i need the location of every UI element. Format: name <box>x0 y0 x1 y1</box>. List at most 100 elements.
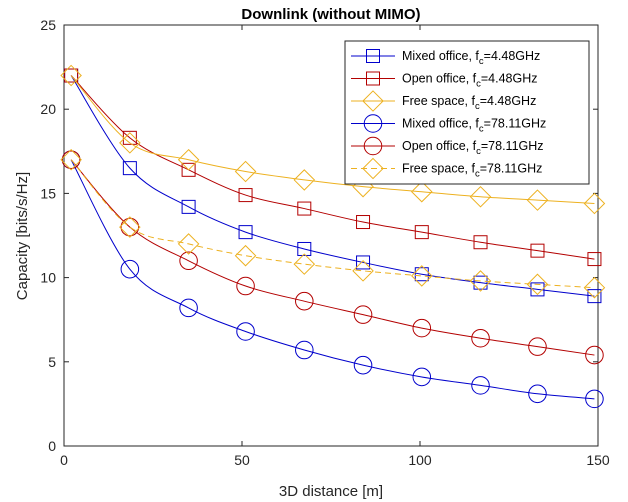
legend-marker <box>366 49 380 63</box>
data-point <box>528 384 547 404</box>
data-point <box>181 162 196 177</box>
data-point <box>585 345 604 365</box>
data-point <box>120 259 140 279</box>
series-0 <box>64 68 602 304</box>
legend-marker <box>366 71 380 86</box>
data-point <box>297 201 312 216</box>
data-point <box>234 244 257 267</box>
series-line <box>70 159 595 356</box>
legend-label: Free space, fc=78.11GHz <box>402 162 542 180</box>
data-point <box>587 252 602 267</box>
data-point <box>530 282 545 297</box>
series-5 <box>60 148 606 299</box>
data-point <box>530 243 545 258</box>
data-point <box>120 217 140 237</box>
legend-entry: Mixed office, fc=78.11GHz <box>351 114 546 135</box>
chart-title: Downlink (without MIMO) <box>241 6 420 23</box>
data-point <box>356 255 371 270</box>
data-point <box>293 169 316 191</box>
plot-area: 0 50 100 150 0 5 10 15 20 25 <box>40 17 609 468</box>
data-point <box>471 328 490 348</box>
data-point <box>585 389 604 409</box>
legend-label: Mixed office, fc=78.11GHz <box>402 117 546 135</box>
data-point <box>412 367 432 387</box>
data-point <box>414 225 429 240</box>
y-tick-label: 15 <box>40 185 56 201</box>
y-axis-label: Capacity [bits/s/Hz] <box>14 172 31 300</box>
legend-marker <box>363 114 383 133</box>
data-point <box>179 298 198 318</box>
data-point <box>473 235 488 250</box>
data-point <box>583 192 606 215</box>
data-point <box>119 216 141 238</box>
data-point <box>353 355 373 375</box>
y-tick-label: 0 <box>48 438 56 454</box>
legend-entry: Free space, fc=4.48GHz <box>351 90 536 112</box>
data-point <box>469 270 492 292</box>
legend: Mixed office, fc=4.48GHz Open office, fc=… <box>344 40 590 185</box>
x-tick-label: 0 <box>60 452 68 468</box>
data-point <box>583 276 606 299</box>
x-tick-label: 150 <box>586 452 610 468</box>
legend-marker <box>363 136 383 156</box>
y-tick-label: 10 <box>40 270 56 286</box>
data-point <box>414 267 429 282</box>
data-point <box>60 64 82 87</box>
data-point <box>295 340 314 360</box>
y-tick-label: 20 <box>40 101 56 117</box>
data-point <box>352 260 374 282</box>
data-point <box>353 305 373 324</box>
series-4 <box>61 150 604 365</box>
series-3 <box>61 150 604 409</box>
data-point <box>181 199 196 214</box>
legend-label: Open office, fc=78.11GHz <box>402 139 544 157</box>
data-point <box>177 233 200 255</box>
data-point <box>526 189 549 211</box>
legend-label: Open office, fc=4.48GHz <box>402 72 538 90</box>
legend-entry: Free space, fc=78.11GHz <box>351 157 542 180</box>
legend-box <box>344 40 590 185</box>
data-point <box>526 273 549 296</box>
data-point <box>177 148 200 171</box>
legend-marker <box>362 157 384 180</box>
series-line <box>70 159 595 289</box>
data-point <box>236 276 255 296</box>
series-line <box>70 159 595 400</box>
series-2 <box>60 64 606 215</box>
y-tick-label: 25 <box>40 17 56 33</box>
legend-entry: Open office, fc=4.48GHz <box>351 71 538 90</box>
x-axis-label: 3D distance [m] <box>279 483 383 500</box>
legend-entry: Open office, fc=78.11GHz <box>351 136 544 157</box>
x-tick-label: 100 <box>408 452 432 468</box>
legend-label: Free space, fc=4.48GHz <box>402 94 536 112</box>
data-point <box>119 132 141 154</box>
legend-entry: Mixed office, fc=4.48GHz <box>351 49 540 67</box>
series-1 <box>64 68 602 267</box>
data-point <box>61 150 81 169</box>
data-point <box>295 291 314 311</box>
data-point <box>528 337 547 356</box>
data-point <box>297 241 312 256</box>
data-point <box>587 289 602 304</box>
data-point <box>234 160 257 183</box>
data-point <box>410 180 433 203</box>
data-point <box>412 318 432 338</box>
data-point <box>238 188 253 203</box>
data-point <box>238 225 253 240</box>
data-point <box>473 275 488 290</box>
data-point <box>236 322 255 341</box>
data-point <box>60 148 82 171</box>
series-line <box>70 75 595 260</box>
data-point <box>469 185 492 208</box>
x-tick-label: 50 <box>234 452 250 468</box>
data-point <box>293 253 316 275</box>
data-point <box>471 376 490 395</box>
data-point <box>122 161 137 176</box>
legend-marker <box>362 90 384 112</box>
series-line <box>70 75 595 297</box>
data-point <box>64 68 79 83</box>
series-line <box>70 75 595 204</box>
axes-box <box>63 24 599 447</box>
legend-label: Mixed office, fc=4.48GHz <box>402 49 540 67</box>
